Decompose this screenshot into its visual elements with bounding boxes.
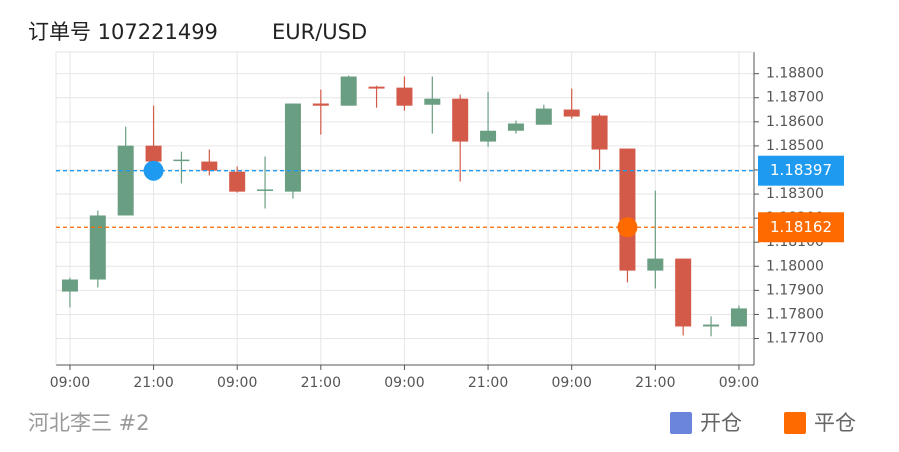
x-tick-label: 21:00 — [133, 375, 173, 391]
x-tick-label: 09:00 — [50, 375, 90, 391]
x-tick-label: 09:00 — [217, 375, 257, 391]
candle-body — [535, 108, 552, 125]
candle-body — [201, 161, 218, 171]
candle-body — [312, 103, 329, 106]
y-tick-label: 1.17800 — [766, 306, 824, 322]
candle-body — [173, 159, 190, 162]
legend-label: 开仓 — [700, 411, 742, 435]
candle-body — [647, 258, 664, 271]
candle-body — [145, 145, 162, 162]
y-tick-label: 1.18300 — [766, 186, 824, 202]
candle-body — [619, 148, 636, 271]
candle-body — [368, 86, 385, 89]
candle-body — [480, 130, 497, 142]
level-marker — [617, 217, 638, 238]
candle-body — [229, 171, 246, 192]
y-tick-label: 1.17900 — [766, 282, 824, 298]
level-box — [758, 155, 844, 186]
y-tick-label: 1.18700 — [766, 90, 824, 106]
candle-body — [507, 123, 524, 131]
chart-title: 订单号 107221499 — [28, 20, 218, 44]
y-tick-label: 1.18600 — [766, 114, 824, 130]
candle-body — [340, 76, 357, 106]
candle-body — [396, 87, 413, 106]
y-tick-label: 1.17700 — [766, 331, 824, 347]
symbol: EUR/USD — [272, 20, 367, 44]
candle-body — [703, 324, 720, 327]
level-label: 1.18162 — [770, 218, 832, 236]
footer: 河北李三 #2 — [28, 411, 150, 435]
x-tick-label: 09:00 — [384, 375, 424, 391]
candle-body — [424, 98, 441, 105]
level-box — [758, 212, 844, 243]
legend-label: 平仓 — [814, 411, 856, 435]
candle-body — [591, 115, 608, 150]
y-tick-label: 1.18000 — [766, 258, 824, 274]
candle-body — [257, 189, 274, 191]
candle-body — [675, 258, 692, 327]
x-tick-label: 09:00 — [552, 375, 592, 391]
candle-body — [452, 98, 469, 142]
candle-body — [563, 109, 580, 117]
candle-body — [61, 279, 78, 292]
level-label: 1.18397 — [770, 161, 832, 179]
x-tick-label: 09:00 — [719, 375, 759, 391]
x-tick-label: 21:00 — [301, 375, 341, 391]
x-tick-label: 21:00 — [635, 375, 675, 391]
y-tick-label: 1.18800 — [766, 66, 824, 82]
candle-body — [89, 215, 106, 280]
level-marker — [143, 160, 164, 181]
x-tick-label: 21:00 — [468, 375, 508, 391]
legend-swatch — [784, 412, 806, 434]
candle-body — [117, 145, 134, 216]
y-tick-label: 1.18500 — [766, 138, 824, 154]
candle-body — [284, 103, 301, 192]
candle-body — [730, 308, 747, 327]
legend-swatch — [670, 412, 692, 434]
